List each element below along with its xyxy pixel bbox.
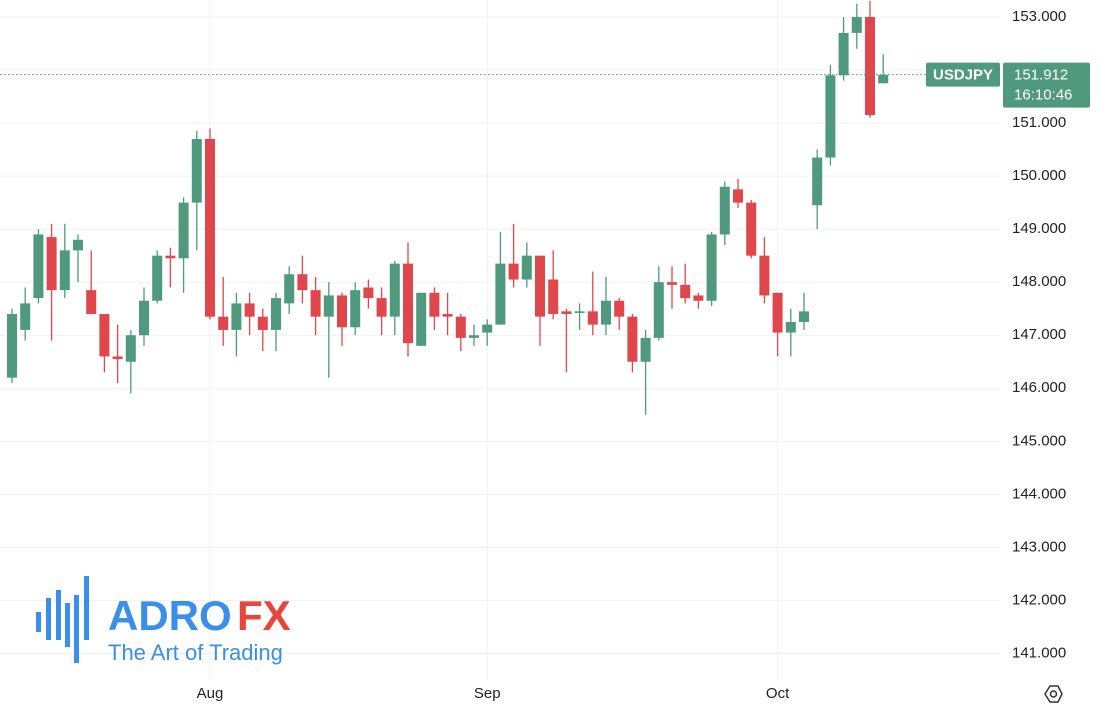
candle-body (363, 287, 374, 299)
logo-brand-fx: FX (237, 592, 291, 639)
y-tick-label: 153.000 (1012, 8, 1066, 25)
last-price-label: 151.912 (1014, 67, 1068, 84)
candle-body (812, 157, 823, 206)
candle-body (403, 263, 413, 344)
candle-body (482, 324, 493, 333)
candle-body (73, 239, 83, 251)
candle-body (310, 290, 321, 317)
candle-body (719, 186, 730, 235)
candle-body (376, 298, 387, 317)
logo-icon (36, 576, 89, 663)
candle-body (653, 282, 664, 338)
candle-body (693, 295, 704, 301)
candle-body (733, 189, 743, 203)
y-tick-label: 151.000 (1012, 114, 1066, 131)
candle-body (535, 255, 545, 317)
y-tick-label: 147.000 (1012, 326, 1066, 343)
candle-body (337, 295, 347, 328)
x-tick-label: Aug (197, 685, 224, 702)
candle-body (205, 138, 215, 317)
candle-body (350, 290, 361, 328)
candle-body (772, 292, 783, 333)
candle-body (165, 255, 176, 259)
candle-body (323, 295, 334, 317)
candle-body (851, 16, 862, 33)
candle-body (152, 255, 163, 301)
candle-body (865, 16, 875, 116)
candle-body (46, 237, 57, 291)
x-tick-label: Sep (474, 685, 501, 702)
candle-body (455, 316, 466, 338)
candle-body (20, 303, 31, 330)
candle-body (429, 292, 440, 317)
candle-body (548, 279, 559, 315)
candle-body (99, 314, 110, 357)
candle-body (389, 263, 400, 317)
candle-body (112, 356, 123, 360)
settings-icon[interactable] (1044, 685, 1063, 703)
y-tick-label: 149.000 (1012, 220, 1066, 237)
candle-body (244, 303, 255, 317)
candle-body (587, 311, 598, 325)
symbol-tag (926, 62, 1000, 87)
y-tick-label: 148.000 (1012, 273, 1066, 290)
candle-body (746, 202, 757, 256)
candle-body (680, 284, 691, 299)
y-tick-label: 142.000 (1012, 591, 1066, 608)
candle-body (667, 282, 677, 285)
y-tick-label: 143.000 (1012, 538, 1066, 555)
candle-body (799, 311, 809, 322)
candle-body (469, 335, 479, 338)
candle-body (601, 300, 611, 325)
candle-body (416, 292, 427, 346)
y-tick-label: 146.000 (1012, 379, 1066, 396)
candle-body (191, 138, 202, 203)
candle-body (706, 234, 717, 301)
candle-body (7, 314, 17, 378)
candle-body (614, 300, 625, 317)
logo-tagline: The Art of Trading (108, 640, 283, 665)
candle-body (86, 290, 97, 315)
candle-body (442, 314, 453, 317)
candle-body (785, 321, 796, 333)
x-tick-label: Oct (766, 685, 790, 702)
y-tick-label: 144.000 (1012, 485, 1066, 502)
candle-body (257, 316, 268, 330)
y-tick-label: 150.000 (1012, 167, 1066, 184)
price-tag (1003, 62, 1090, 108)
candle-body (59, 250, 70, 291)
candle-body (759, 255, 770, 296)
candle-body (33, 234, 44, 299)
candle-body (178, 202, 189, 259)
symbol-label: USDJPY (933, 67, 993, 84)
countdown-label: 16:10:46 (1014, 87, 1072, 104)
candle-body (139, 300, 149, 336)
candle-body (640, 337, 651, 362)
candle-body (561, 311, 572, 315)
candle-body (825, 75, 836, 158)
logo-brand: ADRO (108, 592, 232, 639)
candle-body (495, 263, 506, 325)
candle-body (508, 263, 519, 280)
candle-body (125, 335, 136, 362)
candle-body (878, 74, 889, 84)
candle-body (271, 298, 281, 330)
candle-body (231, 303, 242, 330)
candle-body (297, 274, 308, 291)
y-tick-label: 141.000 (1012, 644, 1066, 661)
candle-body (521, 255, 532, 280)
candle-body (627, 316, 638, 362)
candle-body (284, 274, 295, 304)
candle-body (574, 311, 585, 313)
candle-body (218, 316, 229, 330)
y-tick-label: 145.000 (1012, 432, 1066, 449)
candle-body (838, 32, 849, 76)
